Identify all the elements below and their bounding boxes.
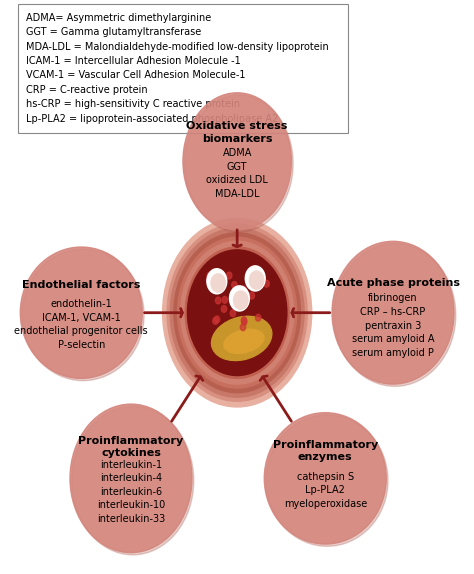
Ellipse shape bbox=[22, 249, 144, 381]
Circle shape bbox=[167, 224, 307, 401]
Circle shape bbox=[242, 319, 247, 325]
Circle shape bbox=[222, 296, 228, 303]
Circle shape bbox=[241, 286, 246, 293]
Text: Proinflammatory
enzymes: Proinflammatory enzymes bbox=[273, 440, 378, 462]
Text: endothelin-1
ICAM-1, VCAM-1
endothelial progenitor cells
P-selectin: endothelin-1 ICAM-1, VCAM-1 endothelial … bbox=[15, 299, 148, 350]
Circle shape bbox=[187, 250, 287, 375]
Circle shape bbox=[230, 310, 236, 317]
Text: Endothelial factors: Endothelial factors bbox=[22, 280, 140, 290]
Circle shape bbox=[211, 274, 226, 292]
Ellipse shape bbox=[264, 413, 386, 544]
Ellipse shape bbox=[332, 241, 454, 384]
Circle shape bbox=[178, 237, 297, 388]
Circle shape bbox=[185, 247, 289, 378]
Ellipse shape bbox=[20, 247, 142, 378]
Ellipse shape bbox=[183, 93, 292, 230]
Ellipse shape bbox=[72, 406, 194, 555]
Ellipse shape bbox=[224, 329, 264, 354]
Text: ADMA= Asymmetric dimethylarginine
GGT = Gamma glutamyltransferase
MDA-LDL = Malo: ADMA= Asymmetric dimethylarginine GGT = … bbox=[26, 13, 328, 123]
Circle shape bbox=[249, 292, 255, 299]
Ellipse shape bbox=[185, 95, 293, 232]
Circle shape bbox=[249, 271, 264, 289]
Ellipse shape bbox=[70, 404, 192, 553]
Circle shape bbox=[229, 286, 249, 311]
Text: Acute phase proteins: Acute phase proteins bbox=[327, 278, 459, 288]
Text: Proinflammatory
cytokines: Proinflammatory cytokines bbox=[78, 436, 183, 459]
Ellipse shape bbox=[334, 243, 456, 386]
Circle shape bbox=[174, 232, 301, 393]
Circle shape bbox=[163, 219, 312, 407]
Circle shape bbox=[240, 324, 246, 331]
Circle shape bbox=[241, 317, 246, 324]
Text: Oxidative stress
biomarkers: Oxidative stress biomarkers bbox=[186, 121, 288, 144]
Ellipse shape bbox=[266, 415, 388, 546]
Circle shape bbox=[214, 316, 220, 323]
Circle shape bbox=[207, 272, 212, 279]
Text: ADMA
GGT
oxidized LDL
MDA-LDL: ADMA GGT oxidized LDL MDA-LDL bbox=[206, 148, 268, 199]
Circle shape bbox=[207, 277, 212, 284]
Circle shape bbox=[232, 282, 237, 288]
Circle shape bbox=[255, 315, 261, 321]
Circle shape bbox=[234, 291, 248, 309]
Circle shape bbox=[216, 297, 221, 304]
Text: interleukin-1
interleukin-4
interleukin-6
interleukin-10
interleukin-33: interleukin-1 interleukin-4 interleukin-… bbox=[97, 460, 165, 524]
Text: cathepsin S
Lp-PLA2
myeloperoxidase: cathepsin S Lp-PLA2 myeloperoxidase bbox=[283, 472, 367, 509]
Circle shape bbox=[227, 272, 232, 279]
Circle shape bbox=[181, 241, 293, 384]
Circle shape bbox=[245, 266, 265, 291]
Circle shape bbox=[213, 317, 218, 324]
Circle shape bbox=[170, 228, 304, 397]
Circle shape bbox=[207, 269, 227, 294]
Text: fibrinogen
CRP – hs-CRP
pentraxin 3
serum amyloid A
serum amyloid P: fibrinogen CRP – hs-CRP pentraxin 3 seru… bbox=[352, 293, 434, 358]
Circle shape bbox=[221, 305, 227, 312]
Circle shape bbox=[264, 280, 269, 287]
Ellipse shape bbox=[211, 316, 272, 360]
FancyBboxPatch shape bbox=[18, 4, 348, 133]
